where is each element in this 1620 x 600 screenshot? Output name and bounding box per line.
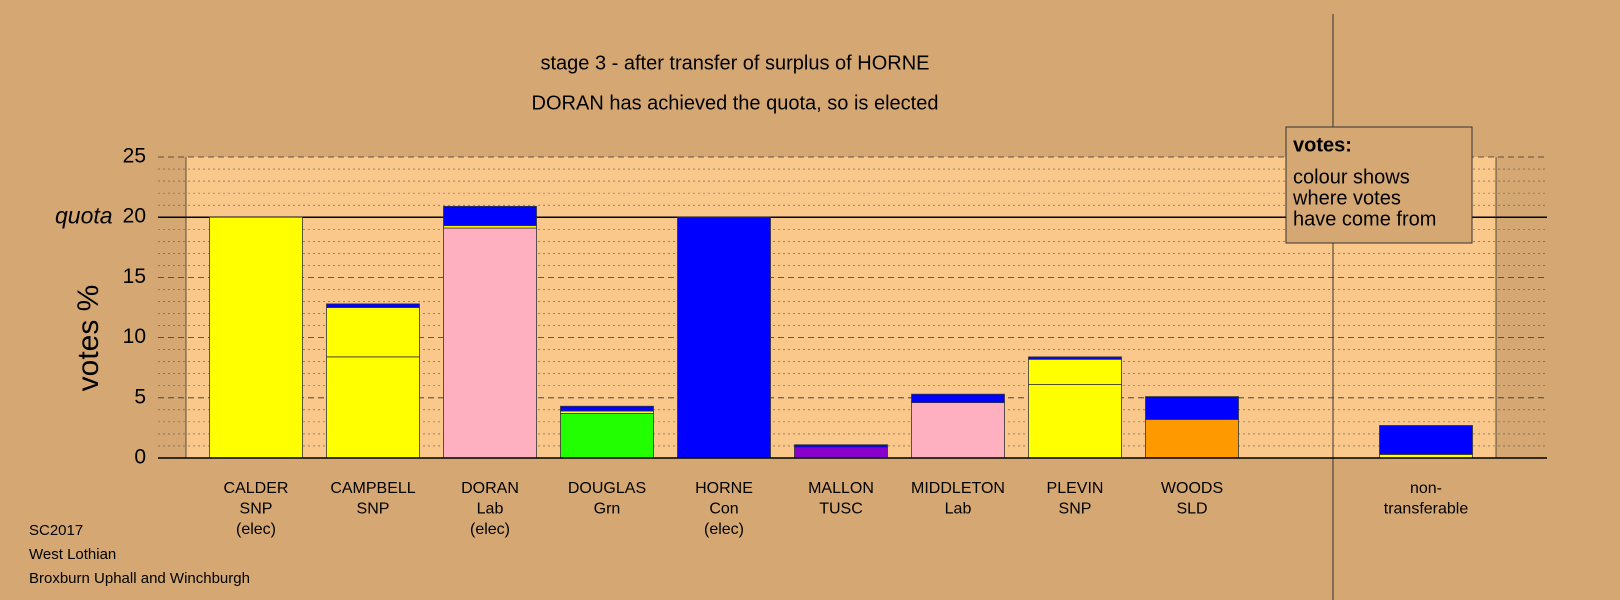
bar-segment [209, 216, 303, 459]
bar-segment [677, 216, 771, 459]
x-tick-label: SLD [1176, 501, 1207, 518]
bar-segment [1028, 384, 1122, 459]
x-tick-label: CALDER [224, 480, 289, 497]
y-axis-label: votes % [72, 285, 105, 392]
y-tick-label: 0 [134, 446, 146, 469]
x-tick-label: SNP [1059, 501, 1092, 518]
bar-segment [794, 446, 888, 459]
legend-box [1285, 126, 1473, 244]
bar-segment [911, 393, 1005, 404]
chart-subtitle: DORAN has achieved the quota, so is elec… [532, 92, 939, 114]
y-tick-label: 5 [134, 385, 146, 408]
bar-segment [326, 307, 420, 358]
x-tick-label: DOUGLAS [568, 480, 646, 497]
legend-text: have come from [1293, 208, 1436, 230]
x-tick-label: Con [709, 501, 738, 518]
bar-segment [1028, 358, 1122, 385]
x-tick-label: SNP [240, 501, 273, 518]
legend-text: colour shows [1293, 166, 1410, 188]
bar-segment [443, 227, 537, 459]
bar-segment [1379, 425, 1473, 455]
bar-segment [794, 444, 888, 448]
bar-segment [911, 402, 1005, 459]
bar-segment [560, 405, 654, 412]
x-tick-label: non- [1410, 480, 1442, 497]
footer: SC2017 West Lothian Broxburn Uphall and Wi… [29, 522, 250, 587]
bar-segment [1145, 396, 1239, 420]
x-tick-label: HORNE [695, 480, 753, 497]
quota-label: quota [55, 202, 113, 228]
footer-text: West Lothian [29, 546, 116, 563]
x-tick-label: CAMPBELL [330, 480, 415, 497]
x-tick-label: SNP [357, 501, 390, 518]
x-tick-label: MALLON [808, 480, 874, 497]
bar-segment [443, 205, 537, 227]
x-tick-label: TUSC [819, 501, 863, 518]
x-tick-label: Lab [945, 501, 972, 518]
legend-title: votes: [1293, 134, 1352, 156]
x-tick-label: Grn [594, 501, 621, 518]
x-tick-label: Lab [477, 501, 504, 518]
x-tick-label: WOODS [1161, 480, 1223, 497]
legend-text: where votes [1292, 187, 1401, 209]
x-tick-label: (elec) [704, 521, 744, 538]
bar-segment [1145, 419, 1239, 459]
x-tick-label: MIDDLETON [911, 480, 1005, 497]
x-tick-label: transferable [1384, 501, 1469, 518]
chart-title: stage 3 - after transfer of surplus of H… [540, 52, 929, 74]
x-tick-label: PLEVIN [1047, 480, 1104, 497]
bar-segment [1028, 356, 1122, 360]
bar-segment [326, 303, 420, 308]
footer-text: SC2017 [29, 522, 83, 539]
bar-segment [560, 413, 654, 459]
y-tick-label: 20 [123, 205, 146, 228]
x-tick-label: (elec) [236, 521, 276, 538]
y-tick-label: 25 [123, 145, 146, 168]
x-tick-label: DORAN [461, 480, 519, 497]
x-tick-label: (elec) [470, 521, 510, 538]
y-tick-label: 15 [123, 265, 146, 288]
bar-segment [326, 356, 420, 459]
y-tick-label: 10 [123, 325, 146, 348]
footer-text: Broxburn Uphall and Winchburgh [29, 570, 250, 587]
